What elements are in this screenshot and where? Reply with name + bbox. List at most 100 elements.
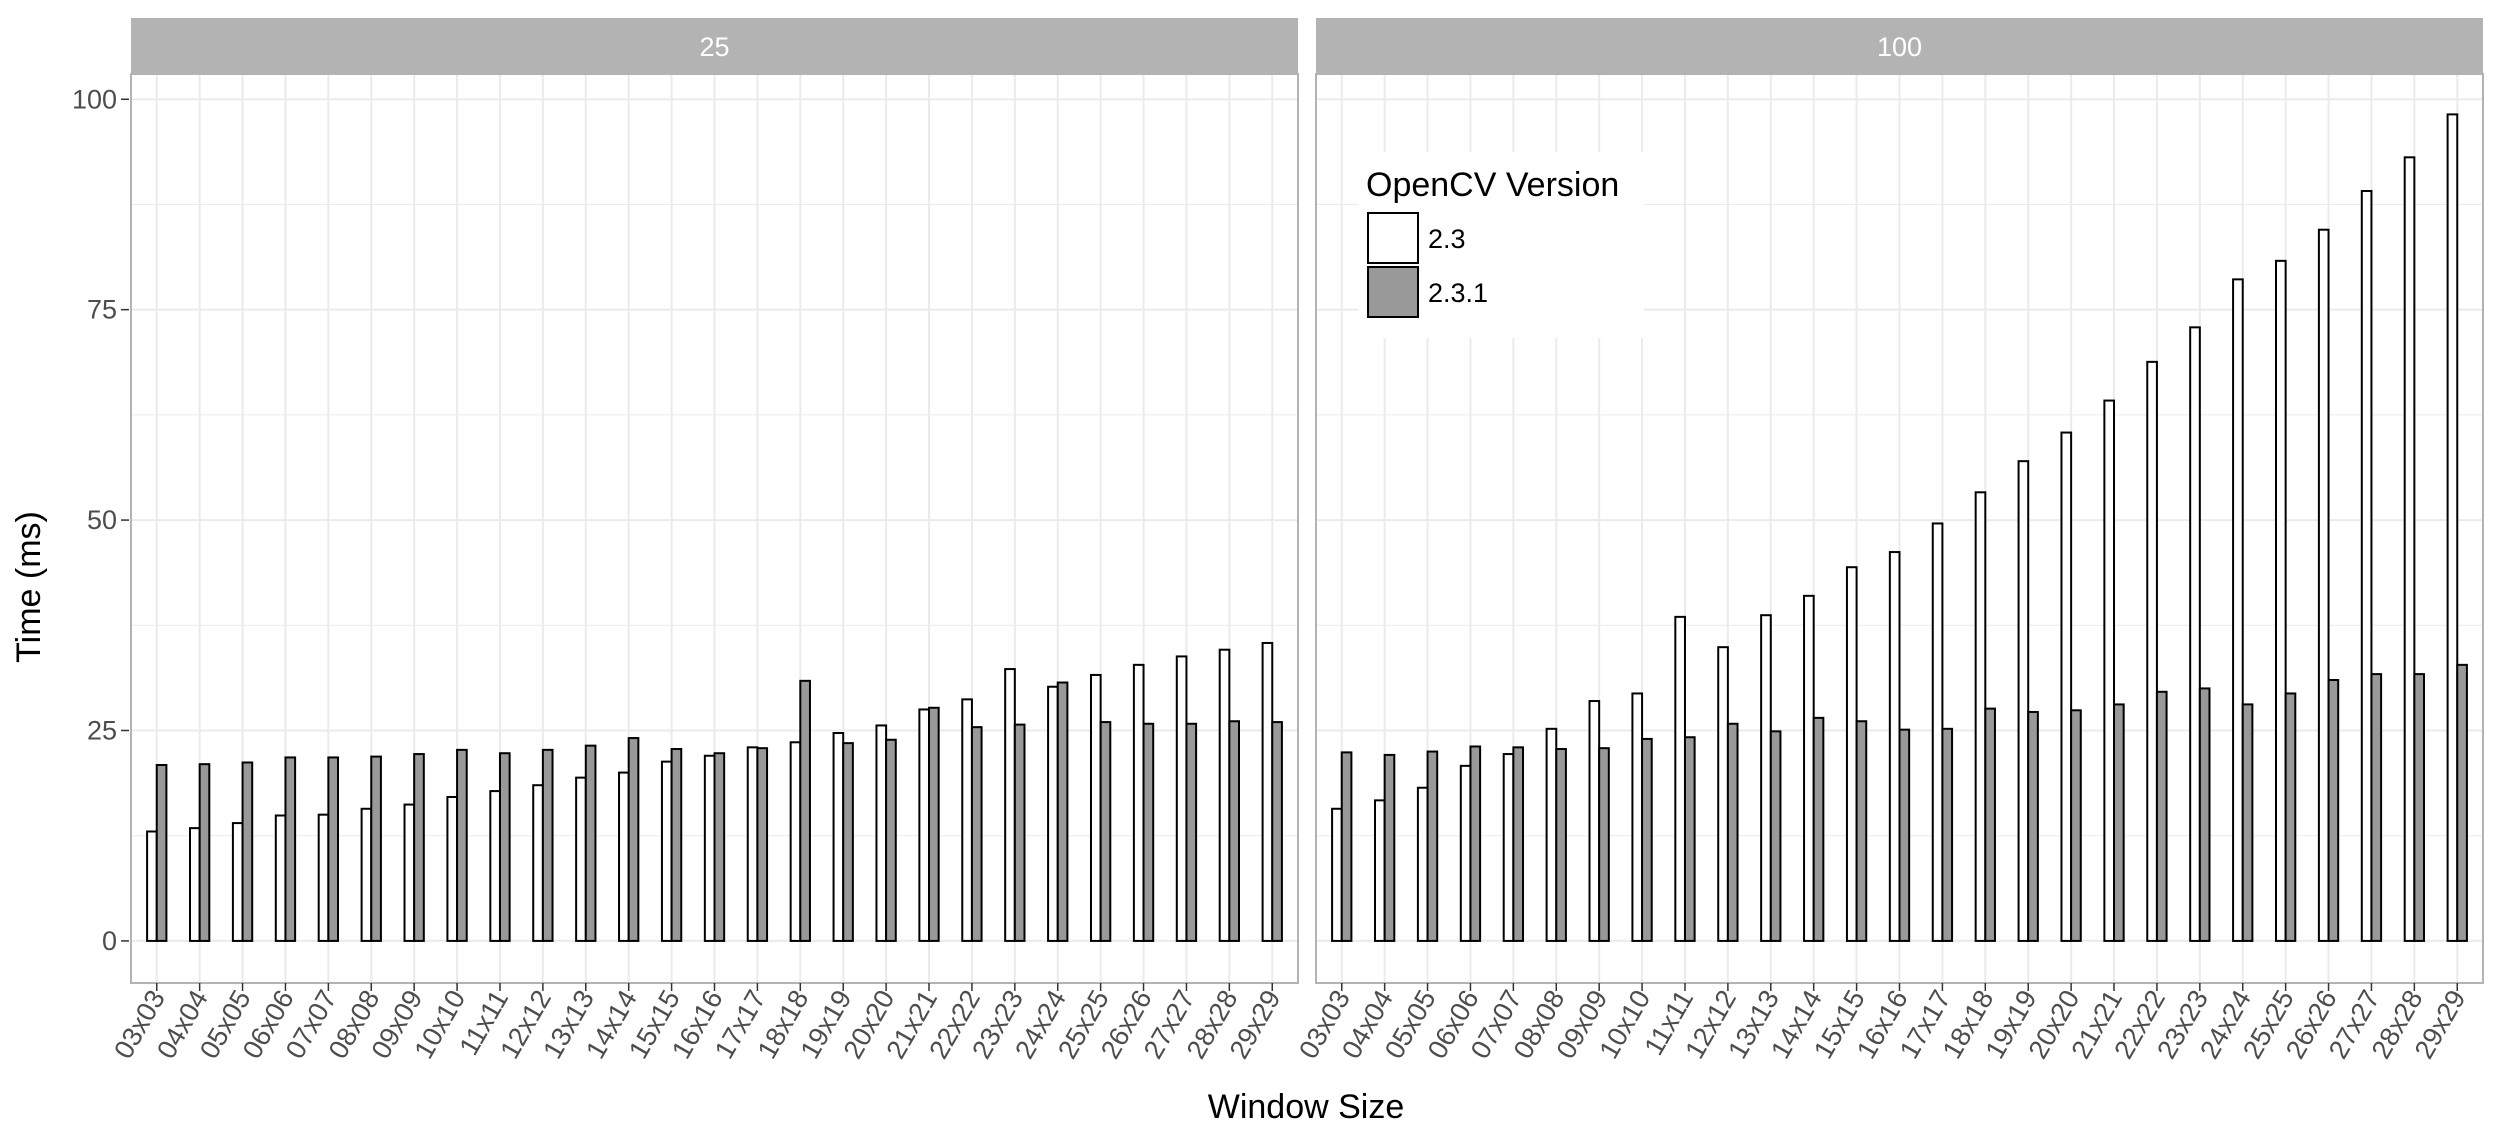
bar-100-2-3-19x19: [2017, 460, 2030, 942]
bar-100-2-3-08x08: [1545, 727, 1558, 942]
bar-25-2-3-1-10x10: [456, 748, 468, 942]
bar-25-2-3-14x14: [618, 771, 630, 942]
y-tick-label: 50: [87, 505, 117, 535]
bar-25-2-3-1-05x05: [241, 761, 254, 942]
bar-25-2-3-24x24: [1047, 685, 1059, 942]
bar-25-2-3-1-27x27: [1185, 722, 1198, 942]
bar-25-2-3-20x20: [875, 724, 888, 942]
bar-100-2-3-1-20x20: [2070, 709, 2082, 942]
bar-100-2-3-1-13x13: [1769, 730, 1782, 942]
bar-25-2-3-11x11: [489, 790, 501, 942]
bar-100-2-3-17x17: [1931, 522, 1944, 942]
legend-label-2-3-1: 2.3.1: [1428, 278, 1488, 308]
bar-25-2-3-1-22x22: [970, 726, 983, 942]
bar-25-2-3-22x22: [961, 698, 973, 942]
bar-100-2-3-1-29x29: [2456, 663, 2468, 942]
bar-25-2-3-1-20x20: [885, 738, 897, 942]
bar-25-2-3-10x10: [446, 795, 459, 942]
bar-25-2-3-1-06x06: [284, 756, 297, 942]
bar-100-2-3-1-19x19: [2027, 710, 2039, 942]
bar-100-2-3-1-18x18: [1984, 707, 1996, 942]
bar-25-2-3-1-26x26: [1142, 722, 1155, 942]
bar-100-2-3-1-05x05: [1426, 750, 1439, 942]
bar-100-2-3-1-14x14: [1812, 716, 1825, 942]
bar-25-2-3-1-12x12: [541, 748, 554, 942]
bar-25-2-3-1-08x08: [370, 755, 382, 942]
bar-100-2-3-24x24: [2232, 278, 2244, 942]
bar-100-2-3-04x04: [1373, 799, 1386, 942]
bar-100-2-3-1-07x07: [1512, 746, 1525, 942]
bar-25-2-3-1-18x18: [799, 679, 811, 942]
bar-100-2-3-1-21x21: [2113, 703, 2125, 942]
bar-100-2-3-1-16x16: [1898, 728, 1911, 942]
facet-strip-label: 25: [699, 32, 729, 62]
bar-25-2-3-16x16: [703, 754, 716, 942]
bar-100-2-3-23x23: [2189, 326, 2201, 942]
bar-100-2-3-1-06x06: [1469, 745, 1482, 942]
bar-100-2-3-12x12: [1717, 646, 1729, 942]
bar-100-2-3-1-12x12: [1726, 722, 1739, 942]
bar-100-2-3-1-11x11: [1683, 736, 1696, 942]
legend: OpenCV Version 2.3 2.3.1: [1358, 152, 1644, 338]
y-tick-label: 100: [72, 84, 117, 114]
bar-25-2-3-13x13: [575, 776, 587, 942]
bar-25-2-3-19x19: [832, 732, 845, 942]
bar-100-2-3-16x16: [1888, 551, 1901, 942]
bar-25-2-3-04x04: [188, 827, 201, 942]
bar-25-2-3-05x05: [231, 822, 244, 942]
bar-25-2-3-1-28x28: [1228, 720, 1241, 942]
bar-25-2-3-26x26: [1132, 663, 1145, 942]
panels: 2503x0304x0405x0506x0607x0708x0809x0910x…: [108, 18, 2484, 1064]
bar-100-2-3-1-10x10: [1641, 737, 1653, 942]
bar-100-2-3-1-15x15: [1855, 720, 1868, 942]
bar-100-2-3-22x22: [2146, 360, 2158, 942]
bar-25-2-3-17x17: [746, 746, 759, 942]
bar-25-2-3-08x08: [360, 807, 373, 942]
bar-100-2-3-1-26x26: [2327, 679, 2340, 942]
bar-100-2-3-1-23x23: [2198, 687, 2211, 942]
bar-25-2-3-15x15: [660, 760, 673, 942]
bar-100-2-3-03x03: [1331, 807, 1343, 942]
bar-100-2-3-1-04x04: [1383, 753, 1396, 942]
legend-label-2-3: 2.3: [1428, 224, 1466, 254]
y-tick-label: 0: [102, 926, 117, 956]
bar-25-2-3-1-29x29: [1271, 721, 1283, 942]
bar-100-2-3-25x25: [2274, 259, 2287, 942]
bar-25-2-3-1-19x19: [842, 742, 854, 942]
bar-25-2-3-21x21: [918, 708, 931, 942]
y-axis-title: Time (ms): [10, 511, 48, 663]
facet-strip: [1316, 18, 2483, 74]
bar-100-2-3-06x06: [1459, 764, 1472, 942]
bar-25-2-3-1-07x07: [327, 756, 340, 942]
bar-25-2-3-1-17x17: [756, 747, 769, 942]
bar-100-2-3-21x21: [2103, 399, 2116, 942]
bar-100-2-3-20x20: [2060, 431, 2073, 942]
bar-25-2-3-18x18: [789, 741, 802, 942]
bar-100-2-3-1-28x28: [2413, 673, 2426, 942]
bar-25-2-3-09x09: [403, 803, 416, 942]
legend-key-2-3: [1367, 212, 1419, 264]
bar-100-2-3-1-27x27: [2370, 673, 2383, 942]
facet-strip-label: 100: [1877, 32, 1922, 62]
y-axis: 0 25 50 75 100: [72, 84, 129, 956]
bar-100-2-3-1-22x22: [2155, 690, 2168, 942]
bar-25-2-3-27x27: [1175, 655, 1188, 942]
bar-100-2-3-13x13: [1760, 614, 1772, 942]
bar-25-2-3-1-23x23: [1013, 723, 1026, 942]
bar-25-2-3-25x25: [1089, 673, 1102, 942]
bar-100-2-3-29x29: [2446, 113, 2459, 942]
bar-25-2-3-1-04x04: [198, 763, 211, 942]
bar-100-2-3-09x09: [1588, 700, 1601, 942]
bar-25-2-3-1-25x25: [1099, 721, 1112, 942]
bar-100-2-3-1-03x03: [1340, 751, 1353, 942]
bar-100-2-3-10x10: [1631, 692, 1644, 942]
facet-panel-25: 2503x0304x0405x0506x0607x0708x0809x0910x…: [108, 18, 1299, 1064]
bar-100-2-3-1-24x24: [2241, 703, 2254, 942]
bar-25-2-3-1-15x15: [670, 748, 683, 942]
bar-100-2-3-1-25x25: [2284, 692, 2297, 942]
bar-25-2-3-23x23: [1004, 668, 1016, 942]
bar-25-2-3-28x28: [1218, 648, 1231, 942]
bar-25-2-3-03x03: [146, 830, 158, 942]
bar-25-2-3-1-11x11: [498, 752, 511, 942]
